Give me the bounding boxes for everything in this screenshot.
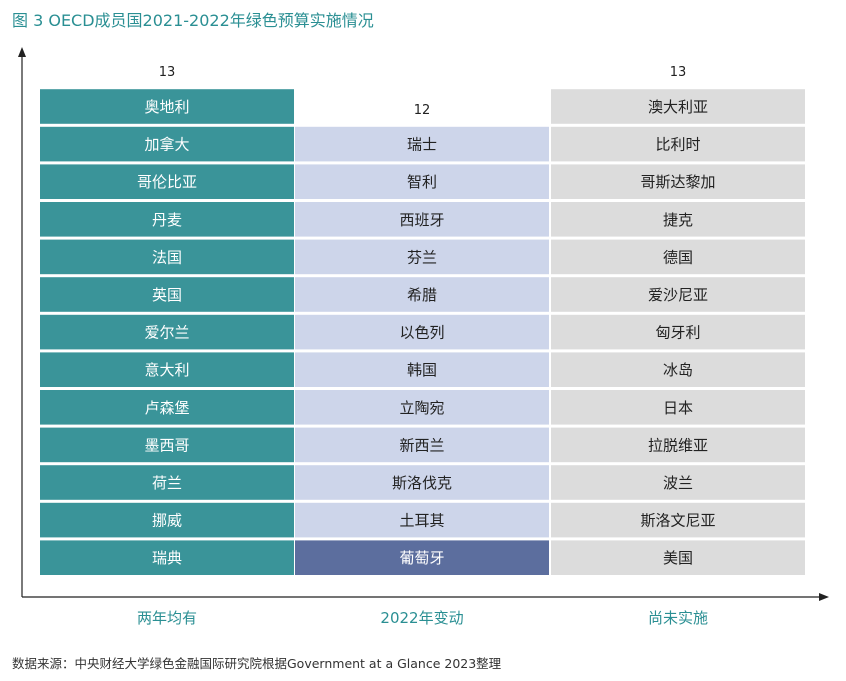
category-labels: 两年均有 2022年变动 尚未实施 [137,609,708,627]
table-cell [40,239,294,275]
table-cell [295,202,549,237]
country-label: 西班牙 [399,211,444,229]
country-label: 新西兰 [399,436,444,454]
table-cell [295,427,549,463]
table-cell [551,239,805,275]
table-cell [295,502,549,538]
table-cell [40,390,294,425]
country-label: 比利时 [655,136,700,154]
country-label: 斯洛伐克 [392,474,452,492]
country-label: 荷兰 [152,474,182,492]
country-label: 爱尔兰 [144,324,189,342]
country-label: 丹麦 [152,211,182,229]
country-label: 冰岛 [663,361,693,379]
country-label: 法国 [152,248,182,266]
country-label: 韩国 [407,361,437,379]
country-label: 美国 [663,549,693,567]
table-cell [551,202,805,237]
country-label: 意大利 [144,361,189,379]
table-cell [295,164,549,199]
y-axis-arrow [18,47,26,57]
country-label: 智利 [407,173,437,191]
counts: 13 12 13 [159,65,687,118]
table-cell [551,427,805,463]
category-label: 尚未实施 [648,609,708,627]
table-cell [40,502,294,538]
table-cell [295,540,549,575]
country-label: 土耳其 [399,512,444,530]
country-label: 匈牙利 [655,324,700,342]
country-label: 芬兰 [407,248,437,266]
country-label: 墨西哥 [144,436,189,454]
country-label: 日本 [663,399,693,417]
table-cell [551,164,805,199]
country-label: 哥伦比亚 [137,173,197,191]
category-label: 2022年变动 [380,609,463,627]
table-cell [295,314,549,350]
count-label: 12 [414,103,431,118]
country-label: 卢森堡 [144,399,189,417]
country-label: 葡萄牙 [399,549,444,567]
country-label: 加拿大 [144,136,189,154]
table-cell [295,390,549,425]
table-cell [551,277,805,312]
source-note: 数据来源：中央财经大学绿色金融国际研究院根据Government at a Gl… [12,656,502,671]
country-label: 希腊 [407,286,437,304]
table-cell [551,126,805,162]
table-cell [40,314,294,350]
table-cell [40,352,294,387]
table-cell [295,352,549,387]
country-label: 斯洛文尼亚 [640,512,715,530]
country-label: 奥地利 [144,98,189,116]
table-cell [551,352,805,387]
category-label: 两年均有 [137,609,197,627]
table-cell [40,465,294,500]
country-label: 波兰 [663,474,693,492]
table-cell [40,202,294,237]
table-cell [551,314,805,350]
country-label: 以色列 [399,324,444,342]
country-label: 英国 [152,286,182,304]
chart-title: 图 3 OECD成员国2021-2022年绿色预算实施情况 [12,11,374,30]
x-axis-arrow [819,593,829,601]
country-label: 挪威 [152,512,182,530]
table-cell [40,277,294,312]
table-cell [551,89,805,124]
country-label: 立陶宛 [399,399,444,417]
count-label: 13 [670,65,687,80]
axes [18,47,829,601]
country-label: 德国 [663,248,693,266]
country-label: 捷克 [663,211,693,229]
table-cell [40,427,294,463]
table-cell [551,390,805,425]
country-label: 爱沙尼亚 [648,286,708,304]
table-cell [295,126,549,162]
count-label: 13 [159,65,176,80]
table-cell [551,465,805,500]
table-cell [295,465,549,500]
table-cell [40,89,294,124]
country-label: 瑞士 [407,136,437,154]
country-label: 澳大利亚 [648,98,708,116]
country-label: 拉脱维亚 [648,436,708,454]
country-label: 哥斯达黎加 [640,173,715,191]
table-cell [40,126,294,162]
table-cell [551,540,805,575]
table-cell [551,502,805,538]
table-cell [295,239,549,275]
country-label: 瑞典 [152,549,182,567]
table-cell [40,540,294,575]
table-cell [295,277,549,312]
table-cell [40,164,294,199]
